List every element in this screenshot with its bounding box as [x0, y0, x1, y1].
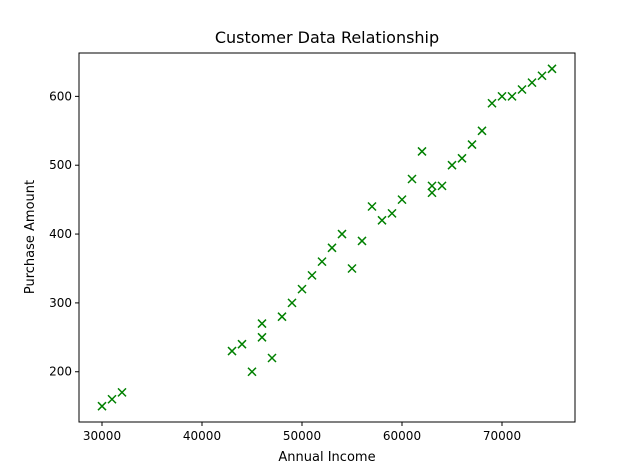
y-tick-label: 300: [49, 296, 72, 310]
data-point: [457, 153, 467, 163]
data-point: [487, 98, 497, 108]
x-axis: 30000 40000 50000 60000 70000: [83, 422, 521, 443]
data-point: [327, 243, 337, 253]
plot-area: 30000 40000 50000 60000 70000 200 300 400 500 60…: [49, 52, 576, 443]
y-tick-label: 500: [49, 158, 72, 172]
data-point: [427, 188, 437, 198]
data-point: [527, 78, 537, 88]
data-point: [117, 387, 127, 397]
data-point: [287, 298, 297, 308]
data-points: [97, 64, 557, 411]
x-axis-label: Annual Income: [278, 450, 375, 465]
data-point: [347, 263, 357, 274]
data-point: [237, 339, 247, 349]
y-tick-label: 200: [49, 365, 72, 379]
data-point: [357, 236, 367, 246]
data-point: [377, 215, 387, 225]
data-point: [277, 312, 287, 322]
data-point: [297, 284, 307, 294]
data-point: [427, 181, 437, 191]
data-point: [437, 181, 447, 191]
data-point: [417, 146, 427, 156]
data-point: [317, 257, 327, 267]
data-point: [537, 71, 547, 81]
y-axis: 200 300 400 500 600: [49, 89, 79, 379]
y-tick-label: 400: [49, 227, 72, 241]
data-point: [107, 394, 117, 404]
data-point: [477, 126, 487, 136]
chart-title: Customer Data Relationship: [215, 28, 439, 47]
data-point: [367, 201, 377, 212]
data-point: [447, 160, 457, 170]
data-point: [337, 229, 347, 239]
data-point: [227, 346, 237, 356]
x-tick-label: 50000: [283, 429, 321, 443]
data-point: [387, 208, 397, 218]
x-tick-label: 40000: [183, 429, 221, 443]
data-point: [397, 195, 407, 205]
axes-frame: [78, 52, 576, 423]
data-point: [467, 140, 477, 150]
data-point: [257, 332, 267, 342]
data-point: [507, 91, 517, 101]
data-point: [257, 319, 267, 329]
y-axis-label: Purchase Amount: [23, 180, 38, 294]
data-point: [307, 270, 317, 280]
y-tick-label: 600: [49, 89, 72, 103]
data-point: [267, 353, 277, 363]
data-point: [247, 367, 257, 377]
data-point: [407, 174, 417, 184]
data-point: [497, 91, 507, 101]
x-tick-label: 60000: [383, 429, 421, 443]
x-tick-label: 30000: [83, 429, 121, 443]
data-point: [517, 84, 527, 95]
data-point: [97, 401, 107, 411]
data-point: [547, 64, 557, 74]
x-tick-label: 70000: [483, 429, 521, 443]
